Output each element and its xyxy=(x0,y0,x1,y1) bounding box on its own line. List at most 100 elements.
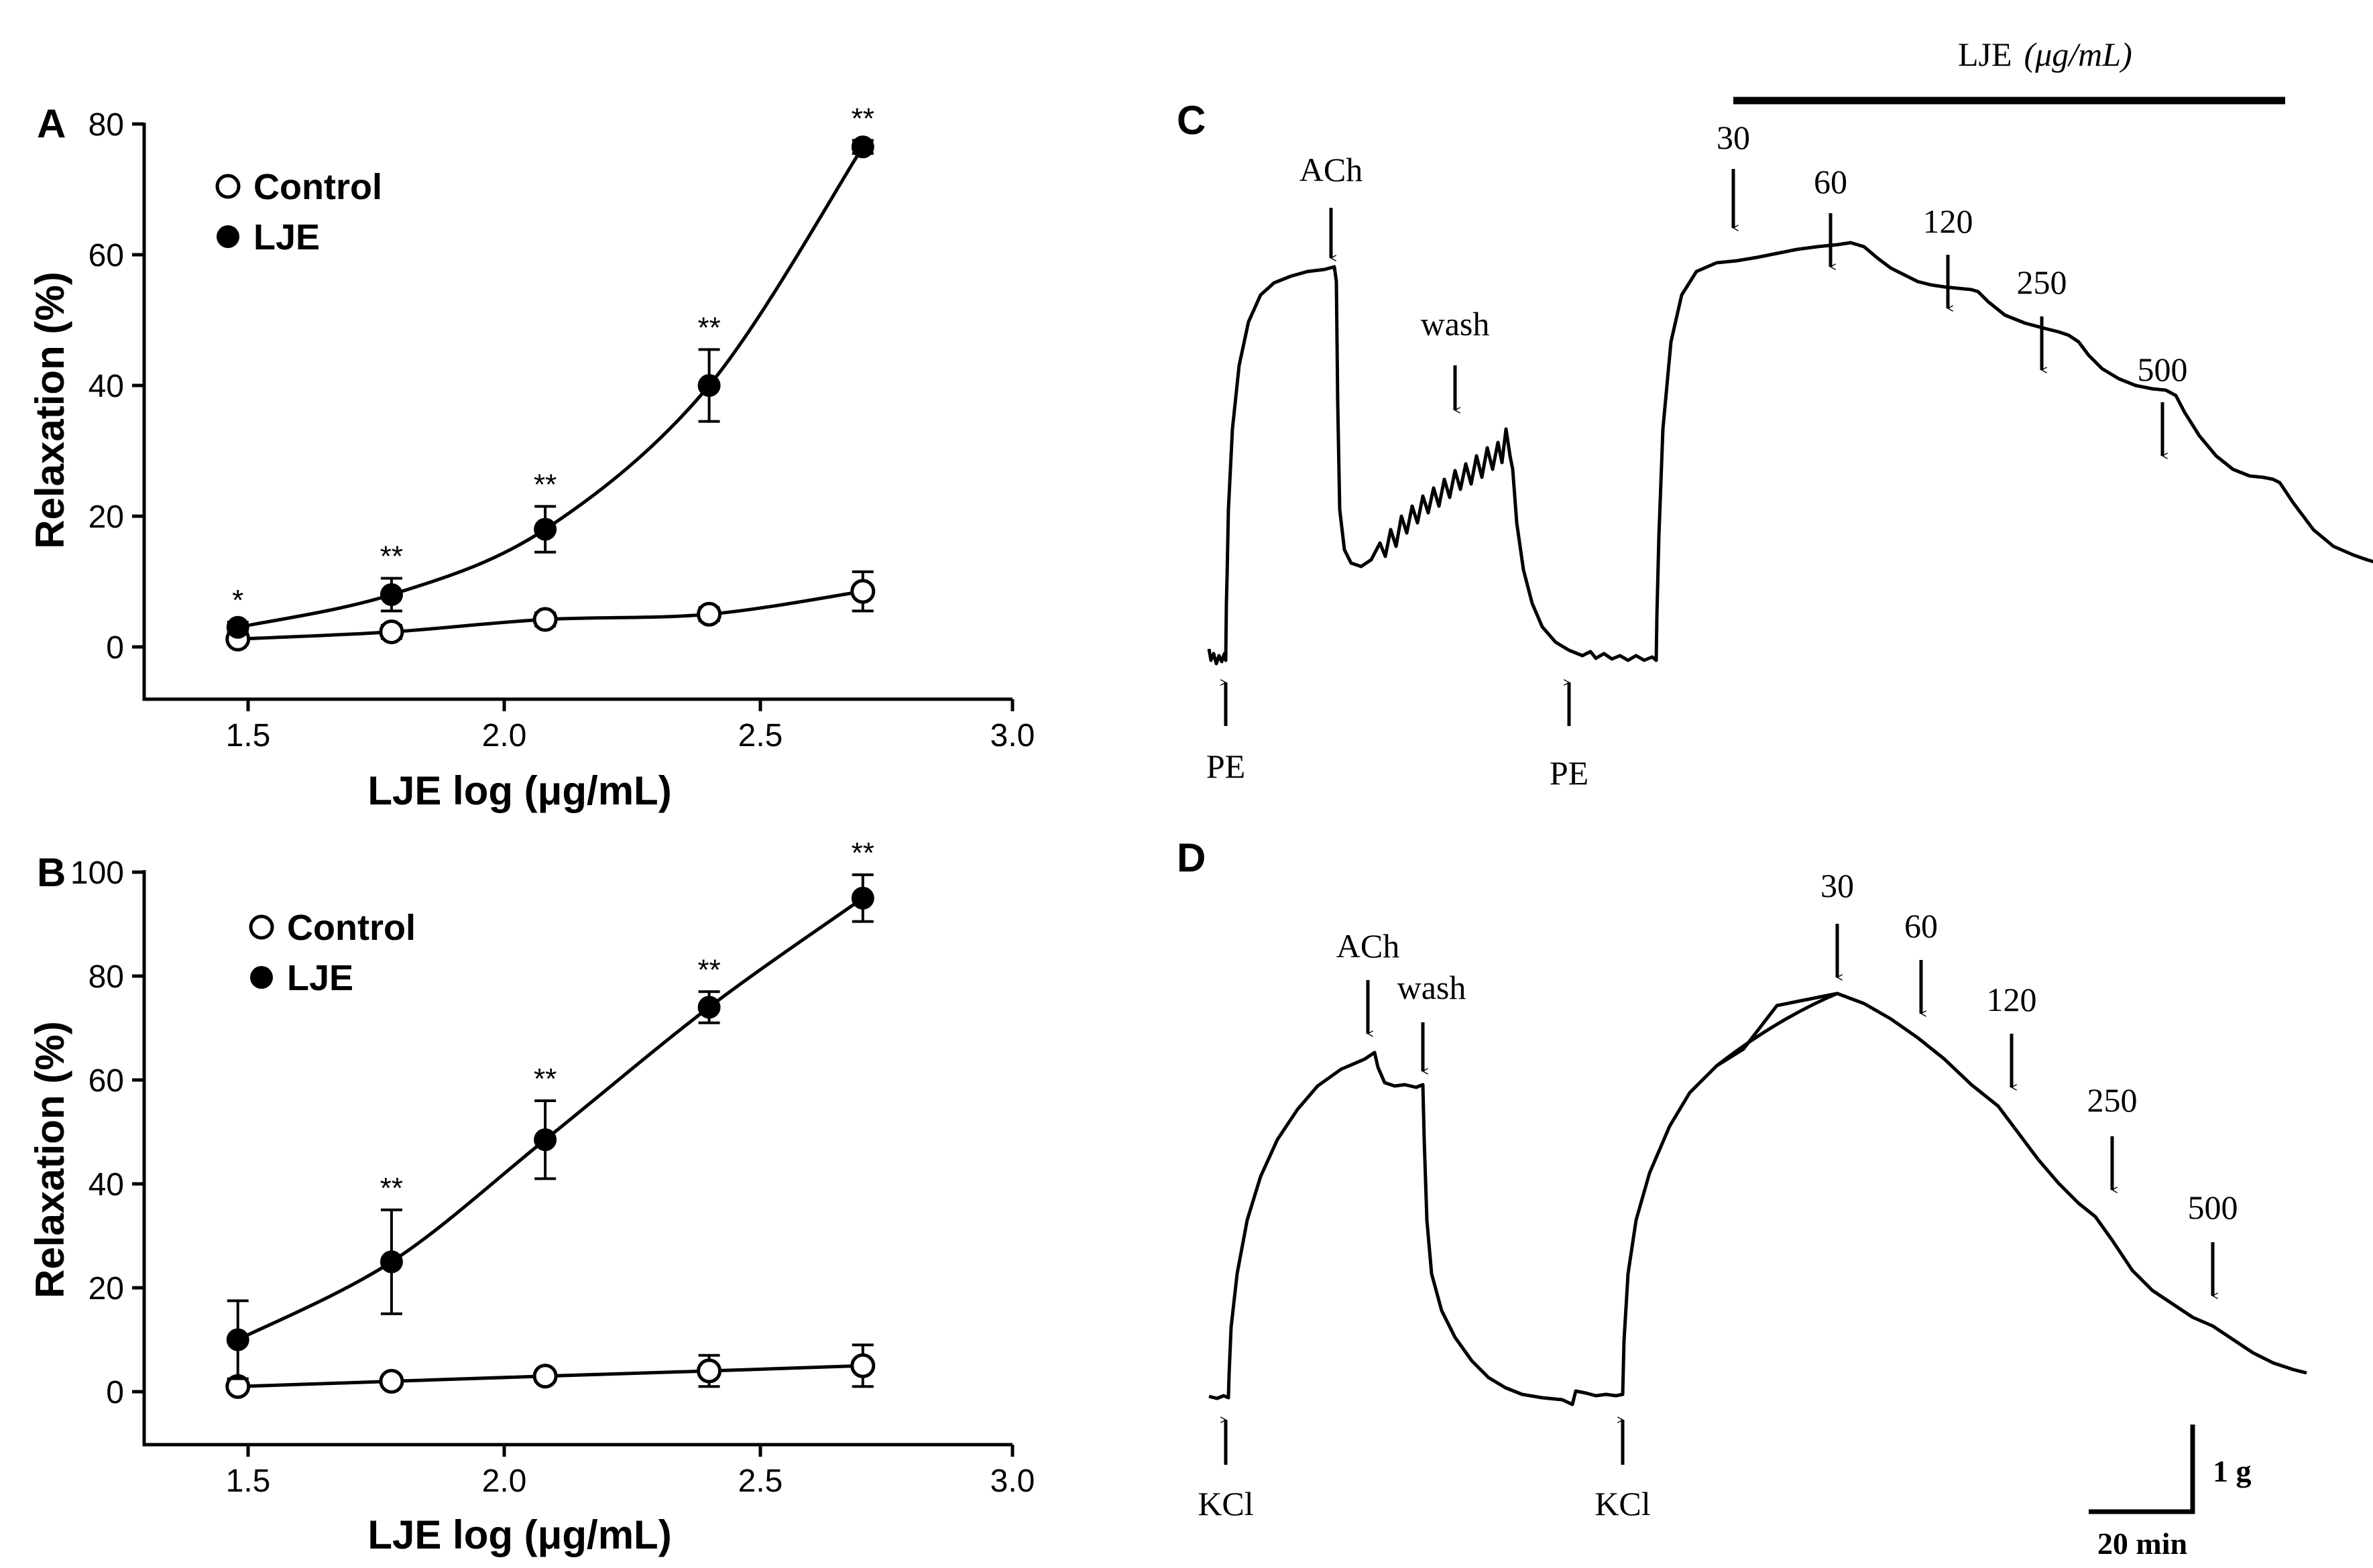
y-tick-label: 80 xyxy=(89,107,124,143)
panel-d-trace-peak xyxy=(1715,991,1838,1067)
scale-bar xyxy=(2089,1425,2195,1514)
significance-label: ** xyxy=(852,102,874,135)
panel-c-trace xyxy=(1207,241,2373,666)
y-tick-label: 100 xyxy=(70,855,124,891)
panel-c-label: C xyxy=(1177,98,1206,143)
panel-b-label: B xyxy=(37,850,66,895)
wash-label: wash xyxy=(1397,969,1466,1006)
control-point xyxy=(532,607,558,632)
y-tick-label: 40 xyxy=(89,1167,124,1203)
x-tick-label: 1.5 xyxy=(226,718,271,753)
lje-point xyxy=(226,1328,249,1351)
x-tick-label: 1.5 xyxy=(226,1463,271,1499)
panel-a-x-ticks: 1.5 2.0 2.5 3.0 xyxy=(226,699,1035,753)
significance-label: * xyxy=(232,584,243,617)
x-tick-label: 2.5 xyxy=(738,718,783,753)
lje-point xyxy=(697,374,721,397)
significance-label: ** xyxy=(697,311,720,344)
dose-30-label: 30 xyxy=(1717,119,1750,156)
panel-a-y-label: Relaxation (%) xyxy=(27,272,72,548)
dose-120-label: 120 xyxy=(1987,981,2037,1018)
dose-250-label: 250 xyxy=(2087,1081,2138,1119)
pe-label: PE xyxy=(1550,754,1588,792)
y-tick-label: 40 xyxy=(89,369,124,404)
significance-label: ** xyxy=(380,540,403,573)
dose-120-label: 120 xyxy=(1923,202,1973,240)
panel-a-label: A xyxy=(37,101,66,146)
legend-control-label: Control xyxy=(253,167,382,207)
panel-b-points: ** ** ** ** xyxy=(225,837,876,1399)
control-point xyxy=(697,601,722,627)
panel-a-points: ********* xyxy=(225,102,876,652)
dose-500-label: 500 xyxy=(2138,351,2188,388)
significance-label: ** xyxy=(380,1172,403,1205)
lje-point xyxy=(226,615,249,639)
control-point xyxy=(850,1353,876,1378)
panel-b-y-label: Relaxation (%) xyxy=(27,1021,72,1298)
lje-point xyxy=(534,518,557,541)
panel-b-axes xyxy=(142,870,1012,1447)
control-point xyxy=(379,1369,404,1394)
lje-point xyxy=(534,1128,557,1152)
scale-time-label: 20 min xyxy=(2097,1526,2187,1561)
significance-label: ** xyxy=(852,837,874,869)
panel-a-y-ticks: 0 20 40 60 80 xyxy=(89,107,144,666)
lje-bar-label: LJE (μg/mL) xyxy=(1958,36,2132,73)
control-point xyxy=(532,1364,558,1389)
x-tick-label: 3.0 xyxy=(990,718,1035,753)
panel-a-x-label: LJE log (μg/mL) xyxy=(367,768,671,813)
control-point xyxy=(379,619,404,645)
ach-label: ACh xyxy=(1336,927,1399,965)
legend-lje-label: LJE xyxy=(253,217,320,257)
wash-label: wash xyxy=(1421,305,1490,343)
dose-60-label: 60 xyxy=(1814,163,1847,200)
legend-control-marker xyxy=(215,174,241,199)
significance-label: ** xyxy=(534,468,557,501)
y-tick-label: 20 xyxy=(89,1271,124,1307)
y-tick-label: 0 xyxy=(106,630,124,666)
lje-point xyxy=(380,583,403,606)
y-tick-label: 80 xyxy=(89,959,124,995)
lje-point xyxy=(851,886,874,910)
pe-label: PE xyxy=(1206,747,1245,785)
control-point xyxy=(850,579,876,604)
x-tick-label: 2.5 xyxy=(738,1463,783,1499)
panel-b-y-ticks: 0 20 40 60 80 100 xyxy=(70,855,144,1410)
panel-d-trace xyxy=(1208,991,2307,1406)
significance-label: ** xyxy=(534,1063,557,1095)
panel-b-x-ticks: 1.5 2.0 2.5 3.0 xyxy=(226,1445,1035,1499)
y-tick-label: 60 xyxy=(89,1063,124,1099)
kcl-label: KCl xyxy=(1198,1485,1253,1522)
panel-a-axes xyxy=(142,123,1012,701)
y-tick-label: 0 xyxy=(106,1375,124,1410)
legend-lje-marker xyxy=(250,966,273,989)
panel-a-legend: Control LJE xyxy=(215,167,382,257)
control-point xyxy=(697,1358,722,1384)
lje-point xyxy=(851,135,874,159)
kcl-label: KCl xyxy=(1595,1485,1650,1522)
dose-60-label: 60 xyxy=(1904,907,1938,945)
lje-point xyxy=(697,996,721,1019)
significance-label: ** xyxy=(697,953,720,986)
panel-b-legend: Control LJE xyxy=(249,908,416,998)
legend-control-label: Control xyxy=(287,908,416,948)
panel-b-x-label: LJE log (μg/mL) xyxy=(367,1512,671,1557)
lje-point xyxy=(380,1250,403,1274)
y-tick-label: 20 xyxy=(89,499,124,535)
dose-500-label: 500 xyxy=(2188,1189,2238,1226)
dose-250-label: 250 xyxy=(2017,263,2067,301)
x-tick-label: 2.0 xyxy=(482,1463,527,1499)
panel-a-lje-fit xyxy=(237,145,864,629)
panel-b: B Relaxation (%) LJE log (μg/mL) 1.5 2.0… xyxy=(27,837,1035,1557)
panel-d-label: D xyxy=(1177,835,1206,880)
y-tick-label: 60 xyxy=(89,238,124,274)
legend-lje-label: LJE xyxy=(287,958,353,998)
x-tick-label: 2.0 xyxy=(482,718,527,753)
legend-lje-marker xyxy=(217,225,239,248)
scale-force-label: 1 g xyxy=(2213,1454,2252,1488)
dose-30-label: 30 xyxy=(1820,867,1854,904)
ach-label: ACh xyxy=(1299,151,1363,188)
panel-a: A Relaxation (%) LJE log (μg/mL) 1.5 2.0… xyxy=(27,101,1035,813)
panel-c: C LJE (μg/mL) PE PE ACh wash 30 60 120 25… xyxy=(1177,36,2373,792)
panel-d: D KCl KCl ACh wash 30 60 120 250 500 1 g… xyxy=(1177,835,2307,1561)
